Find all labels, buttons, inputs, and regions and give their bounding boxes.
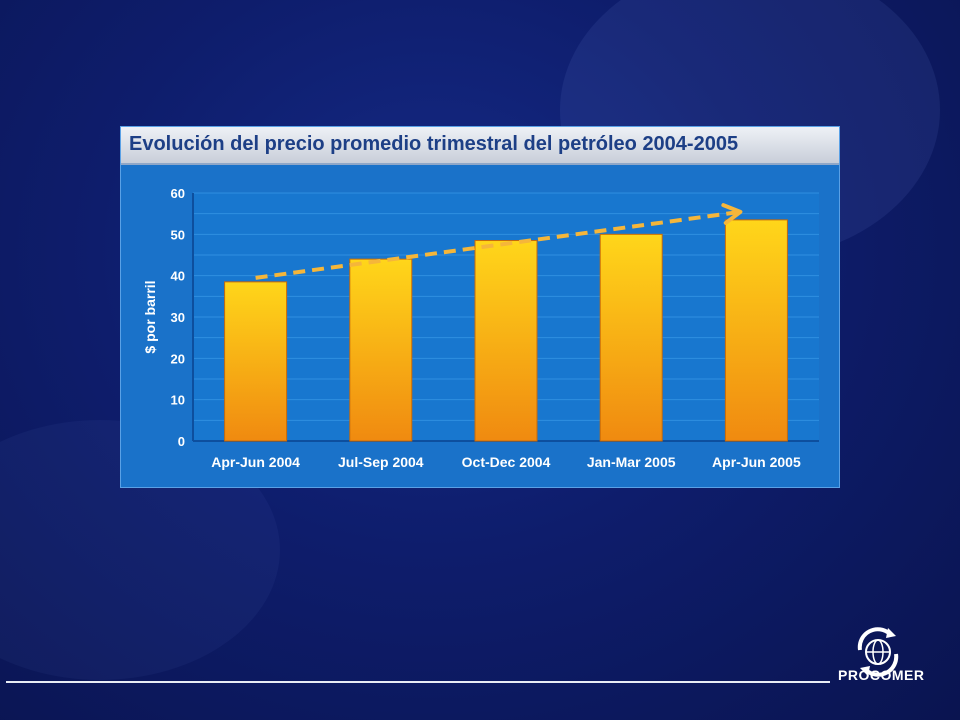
y-tick-label: 10 — [171, 393, 185, 408]
x-tick-label: Jul-Sep 2004 — [338, 454, 424, 470]
chart-panel: Evolución del precio promedio trimestral… — [120, 126, 840, 488]
x-tick-label: Jan-Mar 2005 — [587, 454, 676, 470]
bar — [724, 219, 788, 442]
chart-title: Evolución del precio promedio trimestral… — [129, 133, 739, 155]
bar — [474, 240, 538, 442]
y-tick-label: 50 — [171, 227, 185, 242]
footer-divider — [6, 681, 830, 683]
x-tick-label: Oct-Dec 2004 — [462, 454, 551, 470]
bar-chart: 0 10 20 30 40 50 60 $ por barril Apr-Jun 2004 Jul… — [142, 186, 819, 470]
y-tick-label: 60 — [171, 186, 185, 201]
bar — [349, 258, 413, 442]
y-tick-label: 0 — [178, 434, 185, 449]
y-tick-label: 20 — [171, 351, 185, 366]
bar — [224, 281, 288, 442]
trend-arrow-head — [721, 203, 743, 225]
y-tick-label: 40 — [171, 269, 185, 284]
bar — [599, 233, 663, 442]
y-tick-label: 30 — [171, 310, 185, 325]
logo-text: PROCOMER — [838, 667, 925, 683]
globe-arrows-icon — [857, 627, 899, 677]
x-tick-label: Apr-Jun 2004 — [211, 454, 300, 470]
trend-arrow-line — [255, 209, 741, 280]
x-tick-label: Apr-Jun 2005 — [712, 454, 801, 470]
y-axis-label: $ por barril — [142, 280, 158, 353]
chart-title-bar: Evolución del precio promedio trimestral… — [121, 127, 839, 165]
